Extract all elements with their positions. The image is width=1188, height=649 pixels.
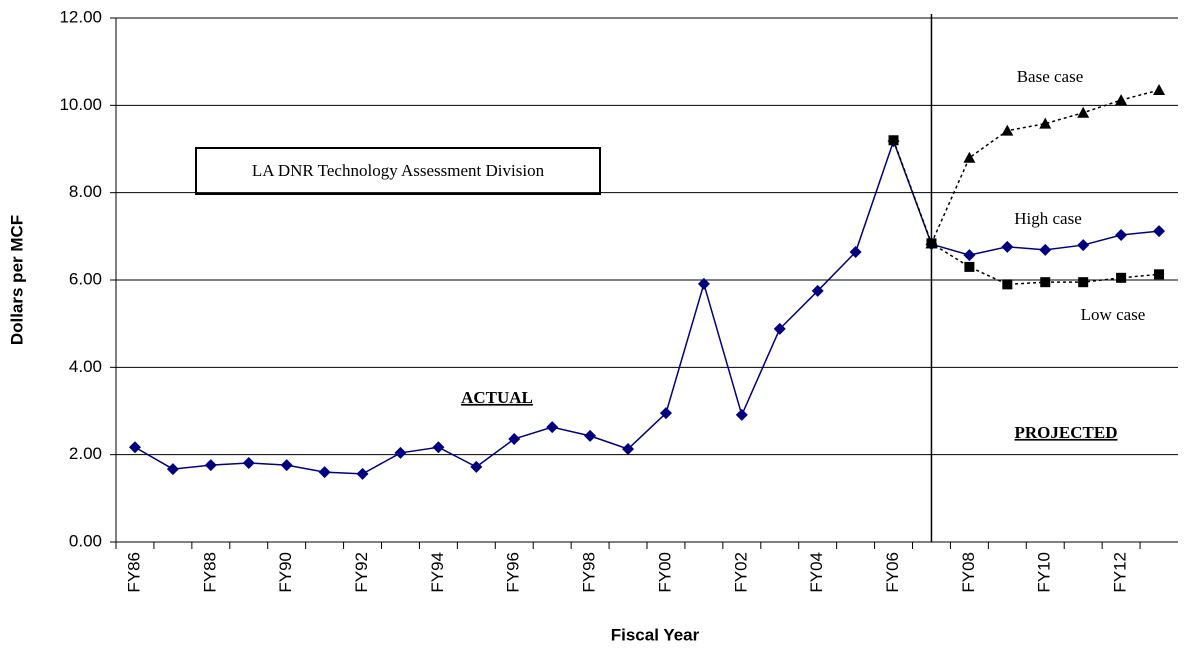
marker	[1153, 225, 1166, 238]
y-tick-label: 8.00	[69, 182, 102, 201]
marker	[318, 466, 331, 479]
marker	[659, 407, 672, 420]
marker	[888, 135, 899, 146]
x-tick-label: FY88	[200, 552, 219, 593]
marker	[1115, 229, 1128, 242]
x-tick-label: FY86	[124, 552, 143, 593]
x-tick-label: FY06	[883, 552, 902, 593]
marker	[1039, 243, 1052, 256]
marker	[926, 238, 937, 249]
marker	[128, 441, 141, 454]
x-tick-label: FY98	[580, 552, 599, 593]
marker	[1001, 124, 1014, 136]
marker	[1077, 106, 1090, 118]
series-label: Low case	[1081, 305, 1146, 324]
y-axis-label: Dollars per MCF	[7, 215, 26, 345]
marker	[394, 446, 407, 459]
y-tick-label: 10.00	[59, 95, 102, 114]
y-tick-label: 12.00	[59, 7, 102, 26]
marker	[849, 246, 862, 259]
marker	[546, 421, 559, 434]
x-tick-label: FY10	[1035, 552, 1054, 593]
marker	[280, 459, 293, 472]
marker	[1078, 277, 1089, 288]
x-tick-label: FY04	[807, 552, 826, 593]
marker	[242, 456, 255, 469]
marker	[1077, 239, 1090, 252]
marker	[204, 459, 217, 472]
annotation-box	[195, 147, 601, 195]
marker	[166, 463, 179, 476]
marker	[356, 467, 369, 480]
marker	[963, 151, 976, 163]
marker	[1001, 240, 1014, 253]
marker	[735, 408, 748, 421]
marker	[584, 429, 597, 442]
marker	[1039, 117, 1052, 129]
marker	[432, 441, 445, 454]
x-tick-label: FY02	[731, 552, 750, 593]
annotation: ACTUAL	[461, 388, 533, 407]
marker	[508, 432, 521, 445]
x-tick-label: FY92	[352, 552, 371, 593]
x-axis-label: Fiscal Year	[611, 625, 700, 644]
marker	[963, 249, 976, 262]
marker	[1116, 272, 1127, 283]
series-label: Base case	[1017, 67, 1084, 86]
y-tick-label: 4.00	[69, 357, 102, 376]
annotation: PROJECTED	[1015, 423, 1118, 442]
marker	[622, 442, 635, 455]
marker	[964, 261, 975, 272]
marker	[1002, 279, 1013, 290]
marker	[811, 284, 824, 297]
y-tick-label: 6.00	[69, 269, 102, 288]
series-label: High case	[1014, 209, 1082, 228]
marker	[1115, 94, 1128, 106]
marker	[1040, 277, 1051, 288]
x-tick-label: FY94	[428, 552, 447, 593]
annotation: LA DNR Technology Assessment Division	[252, 161, 545, 180]
x-tick-label: FY00	[655, 552, 674, 593]
x-tick-label: FY08	[959, 552, 978, 593]
x-tick-label: FY90	[276, 552, 295, 593]
y-tick-label: 0.00	[69, 531, 102, 550]
marker	[697, 277, 710, 290]
marker	[470, 460, 483, 473]
marker	[773, 322, 786, 335]
series-line	[134, 138, 1160, 475]
x-tick-label: FY12	[1111, 552, 1130, 593]
x-tick-label: FY96	[504, 552, 523, 593]
marker	[1153, 84, 1166, 96]
marker	[1154, 269, 1165, 280]
y-tick-label: 2.00	[69, 444, 102, 463]
